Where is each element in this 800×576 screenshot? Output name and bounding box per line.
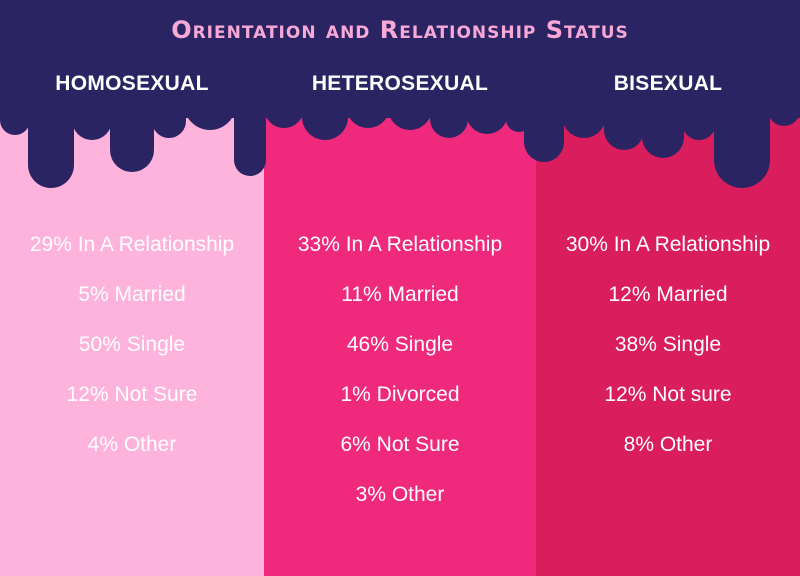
stat-item: 12% Married (608, 283, 728, 306)
drip-shape (466, 100, 508, 134)
stat-item: 4% Other (87, 433, 177, 456)
stat-item: 30% In A Relationship (565, 233, 771, 256)
stat-item: 33% In A Relationship (297, 233, 503, 256)
drip-shape (524, 100, 564, 162)
stat-item: 29% In A Relationship (29, 233, 235, 256)
drip-shape (28, 100, 74, 188)
paint-drip-border (0, 0, 800, 188)
stats-list-heterosexual: 33% In A Relationship 11% Married 46% Si… (264, 229, 536, 529)
drip-shape (264, 100, 304, 128)
stat-item: 8% Other (623, 433, 713, 456)
drip-shape (714, 100, 770, 188)
header-bisexual: BISEXUAL (613, 72, 723, 95)
stat-item: 1% Divorced (340, 383, 460, 406)
stats-list-bisexual: 30% In A Relationship 12% Married 38% Si… (536, 229, 800, 479)
page-title: Orientation and Relationship Status (171, 16, 629, 44)
stat-item: 50% Single (78, 333, 186, 356)
drip-band (0, 0, 800, 118)
header-homosexual: HOMOSEXUAL (55, 72, 209, 95)
stat-item: 6% Not Sure (340, 433, 460, 456)
drip-shape (768, 100, 800, 126)
stat-item: 11% Married (341, 283, 459, 306)
stat-item: 3% Other (355, 483, 445, 506)
header-heterosexual: HETEROSEXUAL (311, 72, 489, 95)
stat-item: 46% Single (346, 333, 454, 356)
drip-shape (184, 100, 236, 130)
drip-shape (562, 100, 606, 138)
drip-shape (0, 100, 30, 135)
stat-item: 38% Single (614, 333, 722, 356)
drip-shape (604, 100, 644, 150)
drip-shape (152, 100, 186, 138)
drip-shape (302, 100, 348, 140)
drip-shape (234, 100, 266, 176)
stat-item: 12% Not sure (604, 383, 732, 406)
stat-item: 5% Married (78, 283, 186, 306)
drip-shape (642, 100, 684, 158)
drip-shape (346, 100, 390, 128)
drip-shape (72, 100, 112, 140)
drip-shape (388, 100, 432, 130)
drip-shape (430, 100, 468, 138)
stats-list-homosexual: 29% In A Relationship 5% Married 50% Sin… (0, 229, 264, 479)
drip-shape (682, 100, 716, 140)
drip-shape (110, 100, 154, 172)
stat-item: 12% Not Sure (66, 383, 198, 406)
